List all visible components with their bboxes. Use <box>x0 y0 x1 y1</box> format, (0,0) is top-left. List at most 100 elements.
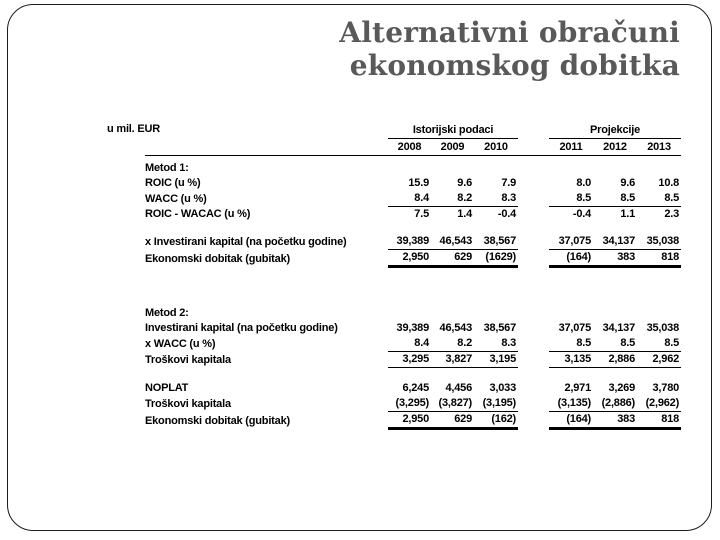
table-row-roic: ROIC (u %) 15.9 9.6 7.9 8.0 9.6 10.8 <box>145 176 681 191</box>
value-cell: (2,886) <box>593 396 638 412</box>
value-cell: 8.0 <box>576 177 592 189</box>
row-label: ROIC (u %) <box>145 177 201 189</box>
table-row-cost-of-capital-1: Troškovi kapitala 3,295 3,827 3,195 3,13… <box>145 351 682 368</box>
row-label: x Investirani kapital (na početku godine… <box>145 235 347 248</box>
value-cell: 35,038 <box>646 322 680 334</box>
row-label: Metod 1: <box>145 162 189 174</box>
row-label: Troškovi kapitala <box>145 353 231 366</box>
table-row-metod2: Metod 2: <box>145 306 681 321</box>
value-cell: 2.3 <box>664 208 680 220</box>
value-cell: 35,038 <box>637 234 682 250</box>
value-cell: 37,075 <box>549 234 594 250</box>
value-cell: 46,543 <box>431 234 474 250</box>
value-cell: 8.5 <box>593 191 638 207</box>
page-title-line1: Alternativni obračuni <box>339 16 680 49</box>
row-label: x WACC (u %) <box>145 337 216 350</box>
value-cell: 3,269 <box>608 382 636 394</box>
value-cell: (3,135) <box>549 396 594 412</box>
value-cell: 2,971 <box>564 382 592 394</box>
economic-profit-table: Istorijski podaci Projekcije 2008 2009 2… <box>145 122 682 430</box>
value-cell: 1.1 <box>620 208 636 220</box>
value-cell: 8.2 <box>431 336 474 352</box>
value-cell: 3,295 <box>388 351 431 368</box>
value-cell: (2,962) <box>637 396 682 412</box>
row-label: Ekonomski dobitak (gubitak) <box>145 414 290 427</box>
value-cell: 39,389 <box>396 322 430 334</box>
table-row-roic-wacac: ROIC - WACAC (u %) 7.5 1.4 -0.4 -0.4 1.1… <box>145 207 681 223</box>
value-cell: 383 <box>593 411 638 430</box>
value-cell: 3,195 <box>474 351 519 368</box>
group-header-row: Istorijski podaci Projekcije <box>145 122 682 139</box>
value-cell: 2,950 <box>388 411 431 430</box>
value-cell: 8.2 <box>431 191 474 207</box>
table-row-x-wacc: x WACC (u %) 8.4 8.2 8.3 8.5 8.5 8.5 <box>145 336 682 352</box>
table-row-wacc: WACC (u %) 8.4 8.2 8.3 8.5 8.5 8.5 <box>145 191 682 207</box>
value-cell: 629 <box>431 411 474 430</box>
year-header-row: 2008 2009 2010 2011 2012 2013 <box>145 138 682 156</box>
value-cell: 3,827 <box>431 351 474 368</box>
value-cell: (164) <box>549 411 594 430</box>
value-cell: -0.4 <box>572 208 592 220</box>
page-title: Alternativni obračuni ekonomskog dobitka <box>339 16 680 82</box>
value-cell: 15.9 <box>408 177 429 189</box>
row-label: Troškovi kapitala <box>145 397 231 410</box>
group-header-projections: Projekcije <box>549 122 682 139</box>
value-cell: 9.6 <box>620 177 636 189</box>
value-cell: 383 <box>593 249 638 268</box>
value-cell: (3,195) <box>474 396 519 412</box>
value-cell: 7.9 <box>501 177 517 189</box>
page-title-line2: ekonomskog dobitka <box>349 49 680 82</box>
value-cell: 37,075 <box>558 322 592 334</box>
table-row-economic-profit-1: Ekonomski dobitak (gubitak) 2,950 629 (1… <box>145 249 682 268</box>
row-label: Metod 2: <box>145 307 189 319</box>
value-cell: 7.5 <box>414 208 429 220</box>
value-cell: 8.3 <box>474 191 519 207</box>
value-cell: 38,567 <box>483 322 517 334</box>
unit-label: u mil. EUR <box>107 123 161 135</box>
year-label: 2010 <box>474 138 519 156</box>
row-label: Ekonomski dobitak (gubitak) <box>145 252 290 265</box>
group-header-historical: Istorijski podaci <box>388 122 519 139</box>
table-row-invested-capital-1: x Investirani kapital (na početku godine… <box>145 234 682 250</box>
value-cell: (3,827) <box>431 396 474 412</box>
value-cell: 2,962 <box>637 351 682 368</box>
table-row-metod1: Metod 1: <box>145 161 681 176</box>
value-cell: 34,137 <box>602 322 636 334</box>
value-cell: 3,135 <box>549 351 594 368</box>
table-row-economic-profit-2: Ekonomski dobitak (gubitak) 2,950 629 (1… <box>145 411 682 430</box>
value-cell: 818 <box>637 249 682 268</box>
value-cell: (164) <box>549 249 594 268</box>
row-label: WACC (u %) <box>145 192 207 205</box>
value-cell: 9.6 <box>457 177 472 189</box>
row-label: Investirani kapital (na početku godine) <box>145 322 338 334</box>
value-cell: 3,033 <box>489 382 517 394</box>
value-cell: 34,137 <box>593 234 638 250</box>
row-label: NOPLAT <box>145 382 189 394</box>
value-cell: 818 <box>637 411 682 430</box>
value-cell: 2,950 <box>388 249 431 268</box>
value-cell: 38,567 <box>474 234 519 250</box>
table-row-cost-of-capital-2: Troškovi kapitala (3,295) (3,827) (3,195… <box>145 396 682 412</box>
value-cell: 6,245 <box>402 382 429 394</box>
row-label: ROIC - WACAC (u %) <box>145 208 251 220</box>
value-cell: 8.4 <box>388 336 431 352</box>
year-label: 2009 <box>431 138 474 156</box>
value-cell: 8.5 <box>637 336 682 352</box>
value-cell: 4,456 <box>445 382 472 394</box>
value-cell: 629 <box>431 249 474 268</box>
value-cell: 8.5 <box>593 336 638 352</box>
year-label: 2011 <box>549 138 594 156</box>
value-cell: 2,886 <box>593 351 638 368</box>
value-cell: 8.5 <box>549 336 594 352</box>
slide-border <box>7 4 712 531</box>
economic-profit-table-wrap: Istorijski podaci Projekcije 2008 2009 2… <box>145 122 682 430</box>
year-label: 2008 <box>388 138 431 156</box>
value-cell: 1.4 <box>457 208 472 220</box>
value-cell: 46,543 <box>439 322 473 334</box>
value-cell: -0.4 <box>497 208 517 220</box>
value-cell: 8.3 <box>474 336 519 352</box>
value-cell: (1629) <box>474 249 519 268</box>
year-label: 2013 <box>637 138 682 156</box>
value-cell: 8.5 <box>637 191 682 207</box>
value-cell: (162) <box>474 411 519 430</box>
